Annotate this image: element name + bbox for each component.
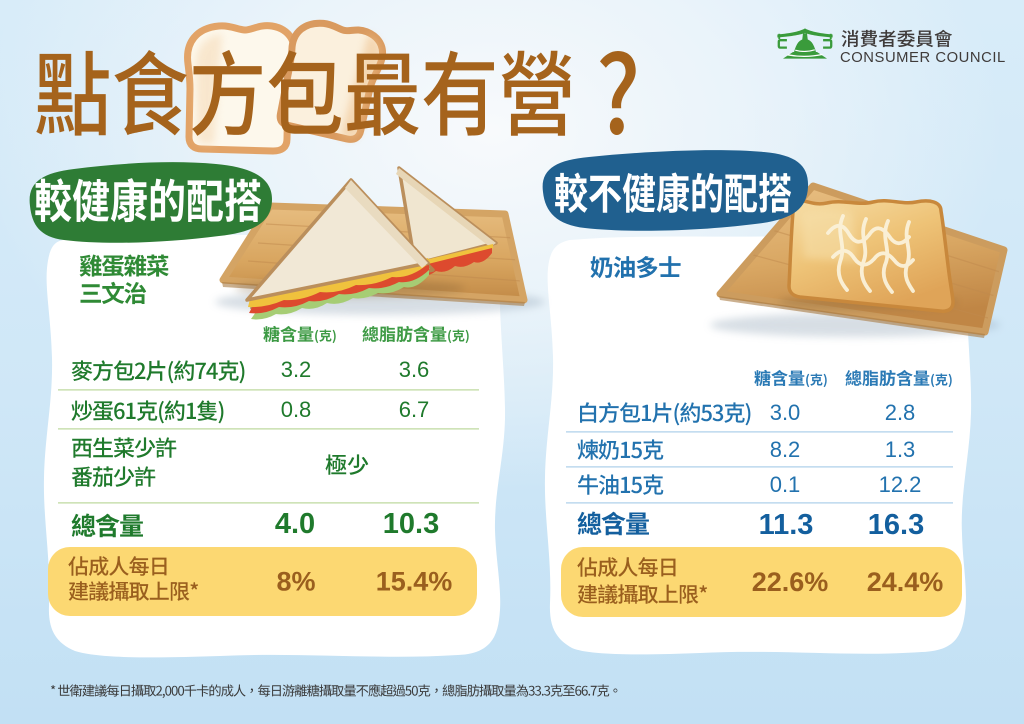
svg-text:CONSUMER COUNCIL: CONSUMER COUNCIL [840,50,1006,66]
svg-text:3.6: 3.6 [399,357,430,382]
svg-text:22.6%: 22.6% [752,567,829,597]
svg-text:8.2: 8.2 [770,437,801,462]
svg-text:0.1: 0.1 [770,472,801,497]
svg-text:6.7: 6.7 [399,397,430,422]
svg-text:11.3: 11.3 [759,509,814,541]
svg-text:12.2: 12.2 [879,472,922,497]
svg-text:24.4%: 24.4% [867,567,944,597]
svg-text:0.8: 0.8 [281,397,312,422]
svg-text:3.2: 3.2 [281,357,312,382]
svg-text:2.8: 2.8 [885,400,916,425]
svg-text:16.3: 16.3 [868,509,924,541]
svg-text:10.3: 10.3 [383,508,439,540]
svg-text:8%: 8% [276,567,315,597]
svg-text:3.0: 3.0 [770,400,801,425]
svg-text:4.0: 4.0 [275,508,315,540]
svg-text:1.3: 1.3 [885,437,916,462]
svg-text:15.4%: 15.4% [376,567,453,597]
